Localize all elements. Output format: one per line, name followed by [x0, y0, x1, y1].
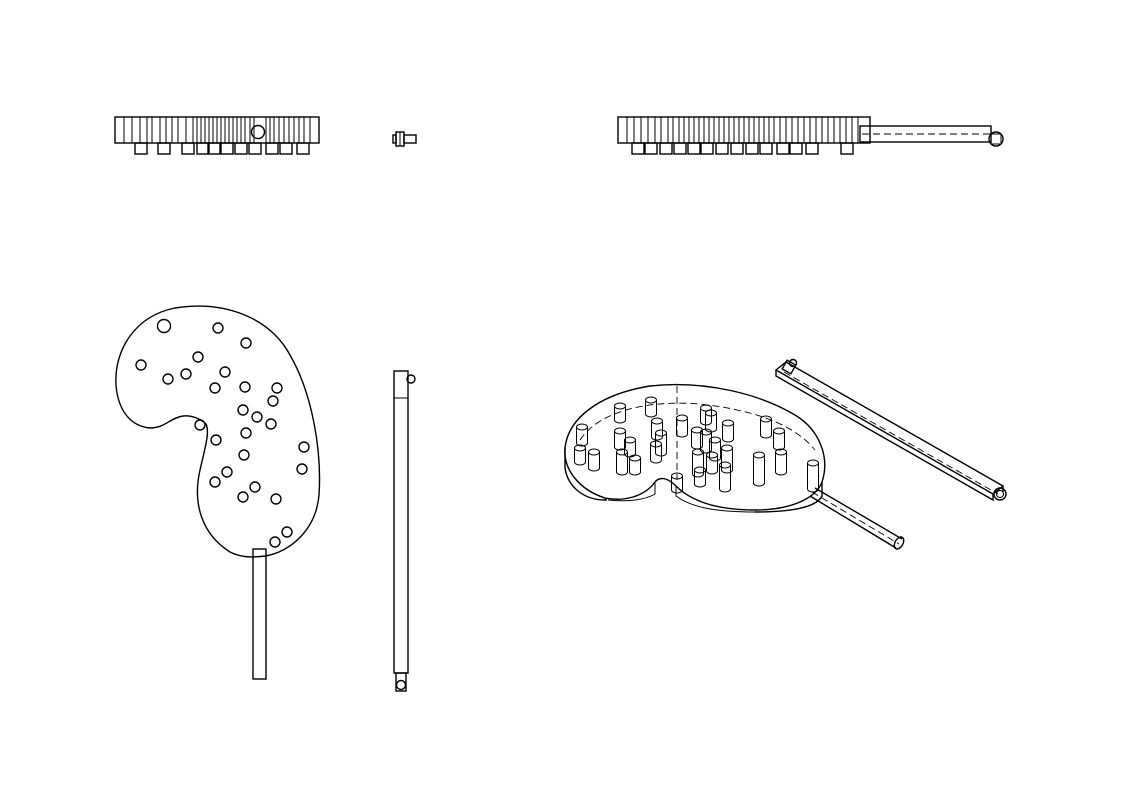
front-view	[114, 116, 320, 155]
side-view-long	[393, 370, 416, 692]
side-view	[392, 131, 417, 147]
front-view-with-handle	[617, 116, 1004, 155]
isometric-view	[564, 358, 1007, 550]
top-view	[115, 305, 321, 680]
